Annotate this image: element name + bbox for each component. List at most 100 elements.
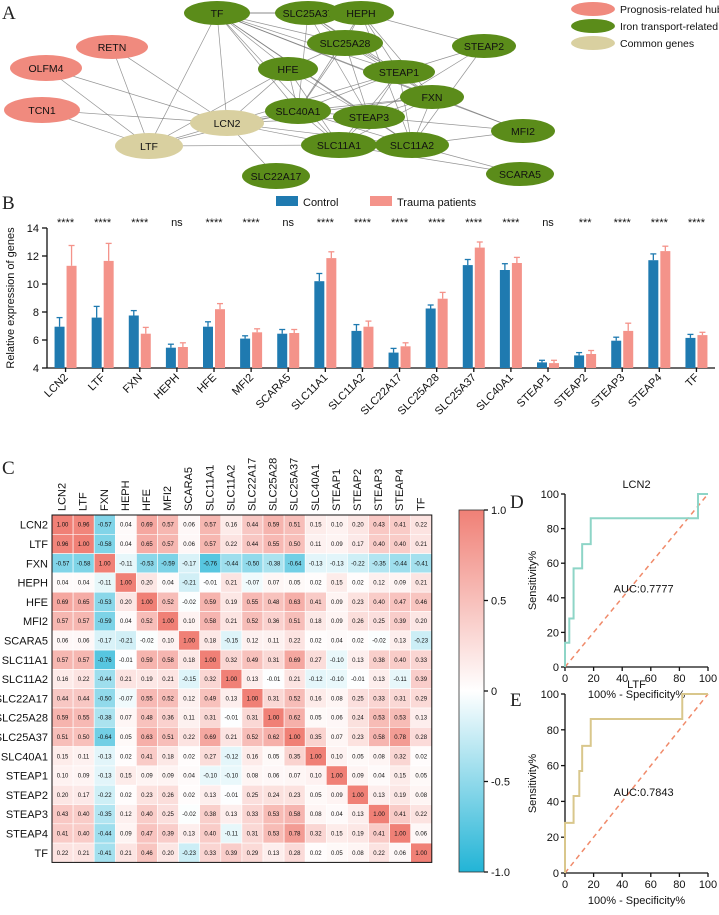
x-tick-label: SCARA5 [254,372,294,412]
cell-value: 0.57 [57,619,69,625]
column-label: STEAP3 [373,469,385,511]
cell-value: 0.53 [394,716,406,722]
cell-value: 0.20 [120,600,132,606]
column-label: MFI2 [162,486,174,511]
bar-trauma-patients [623,330,634,368]
column-label: FXN [99,489,111,511]
y-tick-label: 40 [547,593,559,605]
edge-ltf-hfe [148,68,289,147]
cell-value: 0.02 [120,793,132,799]
cell-value: 0.02 [183,793,195,799]
significance-label: ns [171,217,183,229]
significance-label: ns [282,217,294,229]
colorbar-tick-label: 0.5 [491,596,506,608]
x-tick-label: 40 [616,673,628,685]
node-label: STEAP2 [464,41,504,53]
cell-value: 0.12 [183,696,195,702]
x-tick-label: SLC11A1 [289,372,330,413]
cell-value: 0.08 [352,851,364,857]
cell-value: 0.25 [162,812,174,818]
x-tick-label: 100 [699,673,717,685]
cell-value: -0.53 [98,600,112,606]
category-mfi2: MFI2 **** [230,217,263,398]
cell-value: 0.21 [120,677,132,683]
cell-value: 0.04 [120,619,132,625]
node-tcn1: TCN1 [4,97,80,123]
cell-value: 0.07 [331,735,343,741]
auc-label: AUC:0.7843 [614,787,674,799]
legend-swatch-2 [571,19,615,33]
cell-value: -0.13 [98,754,112,760]
cell-value: -0.01 [267,677,281,683]
cell-value: 0.09 [331,600,343,606]
node-label: TCN1 [28,105,56,117]
cell-value: 0.09 [120,831,132,837]
cell-value: 0.18 [204,638,216,644]
cell-value: -0.17 [182,561,196,567]
significance-label: **** [94,217,112,229]
cell-value: -0.53 [140,561,154,567]
legend-label-trauma-patients: Trauma patients [397,197,477,209]
bar-trauma-patients [289,333,300,368]
legend-swatch-1 [571,2,615,16]
cell-value: 0.21 [415,581,427,587]
cell-value: 0.41 [57,831,69,837]
cell-value: -0.02 [182,600,196,606]
cell-value: 0.04 [57,581,69,587]
cell-value: 0.49 [204,696,216,702]
cell-value: 0.06 [415,831,427,837]
reference-diagonal [564,693,709,874]
cell-value: -0.23 [182,851,196,857]
heatmap-border [51,514,433,863]
cell-value: 0.69 [289,658,301,664]
y-axis-label: Relative expression of genes [5,227,17,369]
node-heph: HEPH [328,1,394,25]
bar-control [277,333,288,368]
cell-value: 0.47 [141,831,153,837]
cell-value: 0.13 [183,831,195,837]
cell-value: -0.35 [372,561,386,567]
cell-value: -0.13 [330,561,344,567]
panel-c-heatmap: C1.00 0.96 -0.57 0.04 0.69 0.57 0.06 0.57 0.16 0.… [0,458,510,879]
row-label: SLC25A28 [0,713,48,725]
cell-value: 0.05 [120,735,132,741]
y-tick-label: 100 [541,489,559,501]
significance-label: **** [614,217,632,229]
panel-label-e: E [510,690,522,711]
cell-value: 0.04 [120,523,132,529]
cell-value: 0.21 [289,677,301,683]
cell-value: 0.09 [331,793,343,799]
significance-label: **** [57,217,75,229]
column-label: SLC11A1 [204,465,216,511]
cell-value: 0.06 [57,638,69,644]
bar-control [648,260,659,368]
roc-title: LTF [627,679,646,691]
cell-value: 0.27 [204,754,216,760]
cell-value: 0.55 [78,716,90,722]
cell-value: -0.15 [225,638,239,644]
column-label: SLC25A28 [268,458,280,511]
cell-value: 0.02 [183,754,195,760]
cell-value: 1.00 [162,619,174,625]
row-label: HEPH [17,578,48,590]
significance-label: **** [131,217,149,229]
cell-value: 0.18 [162,754,174,760]
column-label: HEPH [120,480,132,511]
cell-value: 0.22 [289,638,301,644]
cell-value: 0.51 [289,619,301,625]
cell-value: 0.22 [373,851,385,857]
cell-value: 0.57 [204,542,216,548]
cell-value: 0.02 [310,581,322,587]
cell-value: 0.21 [162,677,174,683]
y-tick-label: 4 [33,363,39,375]
significance-label: **** [354,217,372,229]
legend-swatch-trauma-patients [370,196,392,206]
bar-control [425,308,436,368]
cell-value: 0.16 [310,696,322,702]
column-label: HFE [141,489,153,511]
cell-value: 0.08 [247,774,259,780]
cell-value: 0.19 [226,600,238,606]
cell-value: 0.05 [310,716,322,722]
